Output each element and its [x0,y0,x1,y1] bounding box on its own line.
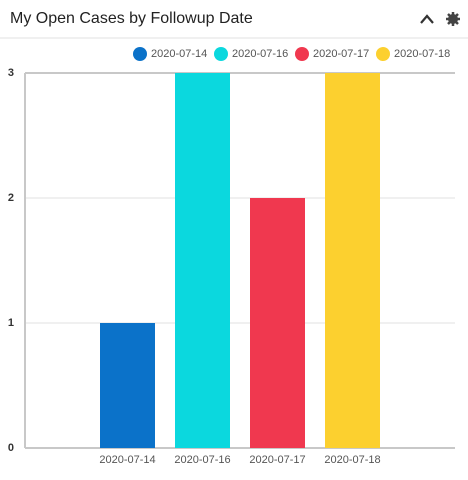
bar [175,73,230,448]
bar [325,73,380,448]
bar [250,198,305,448]
legend-label: 2020-07-18 [394,48,450,60]
y-tick-label: 2 [8,192,14,204]
x-tick-label: 2020-07-16 [174,454,230,466]
collapse-icon[interactable] [420,14,434,24]
bar [100,323,155,448]
y-tick-label: 3 [8,67,14,79]
legend-swatch [295,47,309,61]
legend-label: 2020-07-17 [313,48,369,60]
legend-swatch [214,47,228,61]
legend-swatch [376,47,390,61]
x-tick-label: 2020-07-17 [249,454,305,466]
x-tick-label: 2020-07-18 [324,454,380,466]
y-tick-label: 1 [8,317,14,329]
settings-icon[interactable] [446,12,460,26]
y-tick-label: 0 [8,442,14,454]
legend-swatch [133,47,147,61]
chart-title: My Open Cases by Followup Date [10,10,253,27]
legend-label: 2020-07-14 [151,48,207,60]
legend-label: 2020-07-16 [232,48,288,60]
x-tick-label: 2020-07-14 [99,454,155,466]
